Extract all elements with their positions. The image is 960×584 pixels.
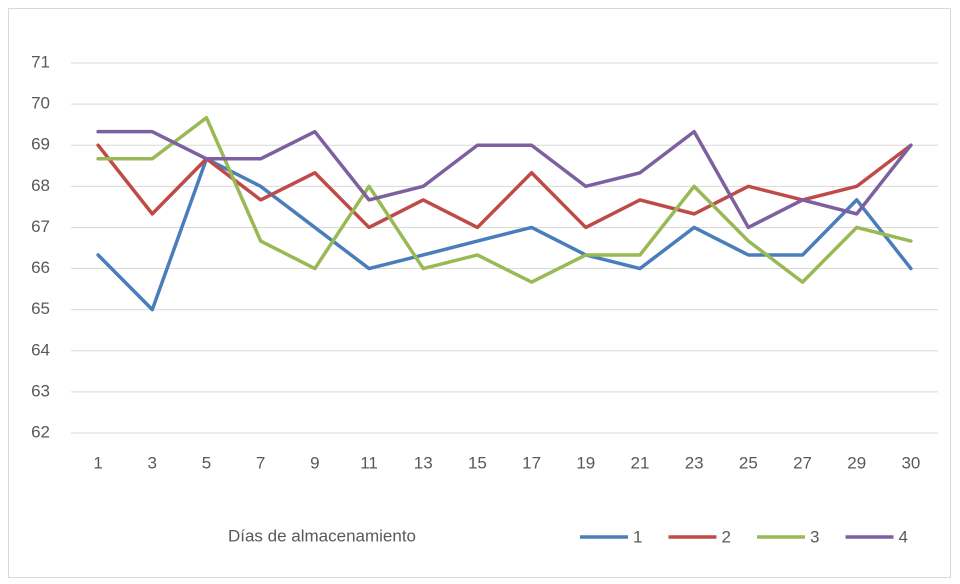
y-tick-label: 67 bbox=[31, 217, 50, 236]
y-tick-label: 65 bbox=[31, 299, 50, 318]
x-tick-label: 21 bbox=[631, 453, 650, 472]
x-tick-label: 5 bbox=[202, 453, 211, 472]
x-tick-label: 13 bbox=[414, 453, 433, 472]
legend-label: 1 bbox=[633, 527, 642, 546]
x-tick-label: 7 bbox=[256, 453, 265, 472]
x-tick-label: 9 bbox=[310, 453, 319, 472]
series-line bbox=[96, 115, 913, 284]
y-tick-label: 62 bbox=[31, 422, 50, 441]
legend-label: 2 bbox=[722, 527, 731, 546]
x-tick-label: 3 bbox=[148, 453, 157, 472]
x-tick-label: 1 bbox=[93, 453, 102, 472]
y-tick-label: 64 bbox=[31, 340, 50, 359]
x-tick-label: 27 bbox=[793, 453, 812, 472]
chart-frame bbox=[8, 8, 951, 578]
legend-label: 4 bbox=[899, 527, 908, 546]
y-tick-label: 63 bbox=[31, 381, 50, 400]
series-line bbox=[96, 157, 913, 312]
x-tick-label: 11 bbox=[360, 453, 378, 472]
x-tick-label: 29 bbox=[847, 453, 866, 472]
y-tick-label: 71 bbox=[31, 52, 50, 71]
legend-label: 3 bbox=[810, 527, 819, 546]
x-tick-label: 17 bbox=[522, 453, 541, 472]
y-tick-label: 66 bbox=[31, 258, 50, 277]
x-tick-label: 15 bbox=[468, 453, 487, 472]
y-tick-label: 69 bbox=[31, 135, 50, 154]
x-tick-label: 23 bbox=[685, 453, 704, 472]
x-tick-label: 19 bbox=[576, 453, 595, 472]
x-tick-label: 30 bbox=[901, 453, 920, 472]
y-tick-label: 70 bbox=[31, 94, 50, 113]
y-tick-label: 68 bbox=[31, 176, 50, 195]
x-tick-label: 25 bbox=[739, 453, 758, 472]
series-line bbox=[96, 129, 913, 230]
x-axis-label: Días de almacenamiento bbox=[228, 526, 416, 545]
